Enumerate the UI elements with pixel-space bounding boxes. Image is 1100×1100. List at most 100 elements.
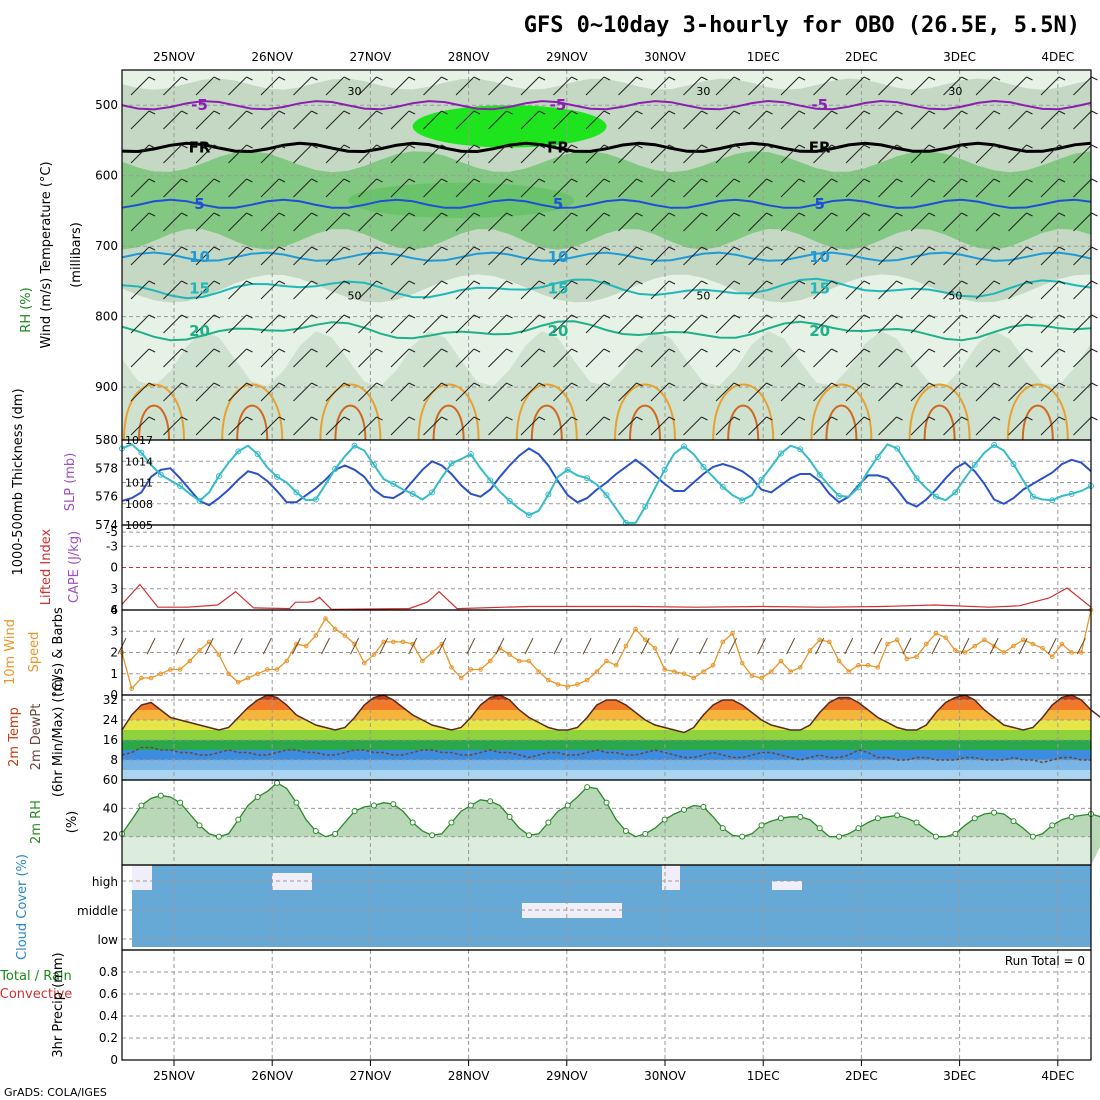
series-point	[139, 675, 144, 681]
series-point	[700, 803, 707, 810]
wind-barb	[683, 416, 702, 436]
wind-barb	[195, 280, 215, 300]
wind-barb-flag	[701, 246, 708, 251]
series-point	[991, 441, 998, 448]
wind-barb-flag	[343, 212, 351, 217]
wind-barb	[228, 280, 247, 300]
series-point	[284, 658, 290, 664]
wind-barb-flag	[1026, 212, 1033, 217]
series-point	[1040, 645, 1045, 651]
series-point	[177, 799, 184, 806]
wind-barb-flag	[246, 382, 253, 387]
wind-barb	[423, 212, 442, 232]
wind-barb-flag	[1058, 144, 1066, 149]
wind-barb	[293, 144, 312, 164]
wind-barb-flag	[246, 76, 253, 81]
series-point	[138, 449, 145, 456]
series-point	[525, 832, 532, 839]
wind-barb-flag	[701, 178, 708, 183]
wind-barb	[390, 110, 410, 130]
wind-barb	[683, 76, 702, 96]
wind-barb	[293, 212, 312, 232]
wind-barb	[1008, 314, 1027, 334]
wind-barb-flag	[506, 76, 513, 81]
wind-barb-flag	[148, 246, 156, 251]
wind-barb-flag	[896, 416, 903, 421]
wind-barb-flag	[831, 416, 838, 421]
wind-barb	[390, 280, 410, 300]
wind-barb-flag	[733, 416, 741, 421]
wind-barb-flag	[701, 416, 708, 421]
wind-tick-label: 0	[110, 688, 118, 702]
wind-barb-flag	[278, 280, 286, 285]
wind-barb	[943, 110, 962, 130]
wind-barb-flag	[311, 212, 318, 217]
wind-barb	[520, 76, 540, 96]
rh-axis-title: RH (%)	[19, 287, 34, 332]
wind-barb-flag	[1091, 212, 1098, 217]
series-point	[235, 679, 241, 685]
wind-barb	[423, 246, 442, 266]
wind-barb	[390, 76, 410, 96]
surface-wind-barb	[466, 637, 476, 655]
wind-barb-flag	[376, 246, 383, 251]
wind-barb-flag	[863, 110, 871, 115]
series-point	[943, 635, 948, 640]
wind-barb	[455, 76, 475, 96]
temperature-contour-label: 5	[553, 195, 563, 213]
wind-barb	[390, 178, 410, 198]
wind-barb-flag	[733, 212, 741, 217]
wind-barb-flag	[538, 144, 546, 149]
wind-barb-flag	[1026, 314, 1033, 319]
thickness-tick-label: 574	[95, 518, 118, 532]
wind-barb-flag	[701, 314, 708, 319]
surface-wind-barb	[437, 637, 447, 655]
wind-barb-flag	[408, 382, 416, 387]
series-point	[623, 643, 629, 649]
wind-barb	[813, 110, 832, 130]
series-point	[749, 673, 755, 679]
temperature-tick-label: 8	[110, 753, 118, 767]
wind-barb-flag	[571, 110, 578, 115]
wind-barb-flag	[278, 110, 286, 115]
series-point	[1049, 497, 1056, 504]
wind-barb-flag	[831, 280, 838, 285]
cloud-clear-gap	[662, 865, 680, 890]
wind-barb-flag	[863, 144, 871, 149]
wind-barb-flag	[961, 382, 968, 387]
surface-temperature-contour	[810, 383, 873, 441]
wind-barb	[130, 280, 150, 300]
wind-barb	[423, 382, 442, 402]
wind-barb	[1008, 246, 1027, 266]
wind-barb	[878, 314, 897, 334]
wind-barb-flag	[376, 348, 383, 353]
series-point	[157, 471, 164, 478]
wind-barb	[228, 212, 247, 232]
wind-barb-flag	[1026, 280, 1033, 285]
wind-barb-flag	[181, 76, 188, 81]
wind-barb	[1073, 416, 1092, 436]
wind-barb	[878, 246, 897, 266]
wind-barb	[813, 246, 832, 266]
series-point	[323, 616, 328, 621]
series-point	[719, 825, 726, 832]
wind-barb	[488, 280, 507, 300]
wind-barb	[228, 76, 247, 96]
wind-barb	[618, 144, 637, 164]
surface-temperature-contour	[1006, 383, 1069, 441]
wind-barb-flag	[636, 76, 643, 81]
cloud-level-label: high	[92, 875, 118, 889]
wind-barb	[130, 212, 150, 232]
wind-barb-flag	[831, 110, 838, 115]
precip-axis-subtitle: Convective	[0, 987, 72, 1002]
wind-barb-flag	[181, 212, 188, 217]
wind-barb-flag	[863, 314, 871, 319]
wind-barb	[845, 416, 865, 436]
rh-contour-label: 50	[348, 290, 362, 303]
wind-barb-flag	[701, 382, 708, 387]
wind-barb	[975, 178, 995, 198]
wind-barb-flag	[636, 110, 643, 115]
series-point	[584, 677, 590, 683]
temperature-band	[122, 760, 1091, 770]
